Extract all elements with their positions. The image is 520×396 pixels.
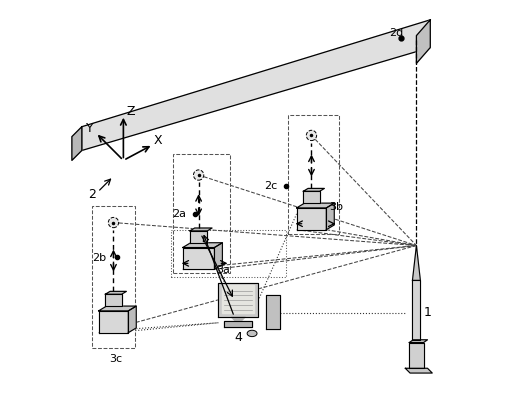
Text: Z: Z — [126, 105, 135, 118]
Polygon shape — [99, 306, 136, 311]
Polygon shape — [296, 208, 327, 230]
Polygon shape — [190, 228, 212, 231]
Polygon shape — [266, 295, 280, 329]
Polygon shape — [106, 294, 122, 306]
Polygon shape — [128, 306, 136, 333]
Polygon shape — [218, 283, 258, 317]
Text: X: X — [154, 134, 162, 147]
Text: 4: 4 — [234, 331, 242, 344]
Bar — [92, 206, 135, 348]
Polygon shape — [106, 291, 126, 294]
Text: Y: Y — [86, 122, 94, 135]
Polygon shape — [303, 191, 320, 203]
Polygon shape — [409, 340, 427, 343]
Text: 1: 1 — [424, 306, 432, 319]
Polygon shape — [82, 20, 430, 150]
Circle shape — [306, 130, 317, 141]
Polygon shape — [190, 231, 207, 243]
Polygon shape — [223, 285, 254, 313]
Ellipse shape — [247, 330, 257, 337]
Polygon shape — [183, 243, 223, 248]
Polygon shape — [231, 317, 245, 321]
Polygon shape — [409, 343, 424, 368]
Polygon shape — [183, 248, 214, 269]
Polygon shape — [327, 203, 334, 230]
Polygon shape — [412, 246, 420, 280]
Text: 2: 2 — [88, 188, 96, 201]
Bar — [173, 154, 230, 273]
Text: 2a: 2a — [172, 209, 186, 219]
Polygon shape — [214, 243, 223, 269]
Text: 2b: 2b — [92, 253, 106, 263]
Text: 2c: 2c — [264, 181, 277, 191]
Polygon shape — [303, 188, 324, 191]
Polygon shape — [72, 127, 82, 160]
Bar — [288, 115, 339, 234]
Bar — [171, 230, 286, 277]
Text: 3a: 3a — [216, 265, 230, 275]
Polygon shape — [417, 20, 430, 63]
Text: 2d: 2d — [389, 28, 403, 38]
Text: 3b: 3b — [329, 202, 343, 212]
Polygon shape — [412, 280, 420, 340]
Polygon shape — [99, 311, 128, 333]
Polygon shape — [405, 368, 432, 373]
Text: 3c: 3c — [110, 354, 123, 364]
Polygon shape — [296, 203, 334, 208]
Circle shape — [193, 170, 204, 180]
Circle shape — [108, 217, 119, 228]
Polygon shape — [224, 321, 252, 327]
